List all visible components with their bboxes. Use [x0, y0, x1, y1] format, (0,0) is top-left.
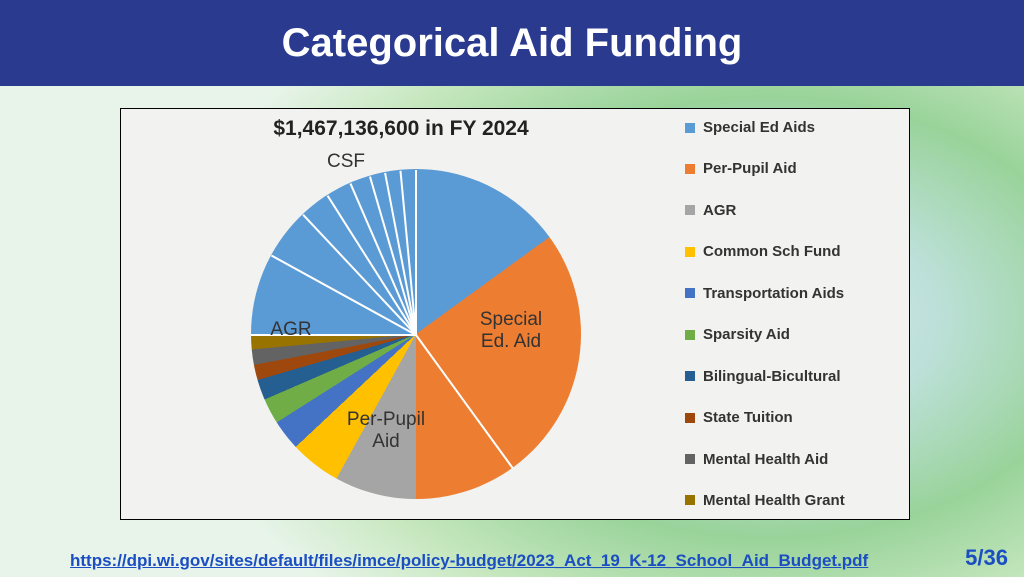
legend-swatch: [685, 454, 695, 464]
legend-label: AGR: [703, 202, 736, 219]
legend-item: Bilingual-Bicultural: [685, 368, 903, 385]
legend-label: Special Ed Aids: [703, 119, 815, 136]
legend-label: State Tuition: [703, 409, 793, 426]
legend-label: Sparsity Aid: [703, 326, 790, 343]
legend-label: Mental Health Grant: [703, 492, 845, 509]
legend-item: Transportation Aids: [685, 285, 903, 302]
chart-title: $1,467,136,600 in FY 2024: [121, 117, 681, 141]
legend-label: Per-Pupil Aid: [703, 160, 797, 177]
page-number: 5/36: [965, 545, 1008, 571]
legend-swatch: [685, 371, 695, 381]
legend-item: Special Ed Aids: [685, 119, 903, 136]
legend-swatch: [685, 123, 695, 133]
legend-item: State Tuition: [685, 409, 903, 426]
legend: Special Ed Aids Per-Pupil Aid AGR Common Sc…: [681, 109, 909, 519]
source-link[interactable]: https://dpi.wi.gov/sites/default/files/i…: [70, 551, 868, 571]
legend-swatch: [685, 495, 695, 505]
legend-item: AGR: [685, 202, 903, 219]
legend-label: Mental Health Aid: [703, 451, 828, 468]
legend-swatch: [685, 247, 695, 257]
legend-item: Mental Health Aid: [685, 451, 903, 468]
title-bar: Categorical Aid Funding: [0, 0, 1024, 86]
slice-separator: [415, 170, 417, 335]
legend-label: Transportation Aids: [703, 285, 844, 302]
legend-swatch: [685, 413, 695, 423]
chart-card: $1,467,136,600 in FY 2024 SpecialEd. Aid…: [120, 108, 910, 520]
slide: Categorical Aid Funding $1,467,136,600 i…: [0, 0, 1024, 577]
legend-item: Sparsity Aid: [685, 326, 903, 343]
legend-swatch: [685, 288, 695, 298]
legend-swatch: [685, 330, 695, 340]
pie-wrap: [251, 169, 581, 499]
legend-swatch: [685, 205, 695, 215]
slice-separator: [251, 334, 416, 336]
slide-title: Categorical Aid Funding: [282, 21, 743, 66]
legend-label: Common Sch Fund: [703, 243, 841, 260]
chart-area: $1,467,136,600 in FY 2024 SpecialEd. Aid…: [121, 109, 681, 519]
legend-item: Common Sch Fund: [685, 243, 903, 260]
legend-item: Mental Health Grant: [685, 492, 903, 509]
legend-item: Per-Pupil Aid: [685, 160, 903, 177]
legend-label: Bilingual-Bicultural: [703, 368, 841, 385]
legend-swatch: [685, 164, 695, 174]
